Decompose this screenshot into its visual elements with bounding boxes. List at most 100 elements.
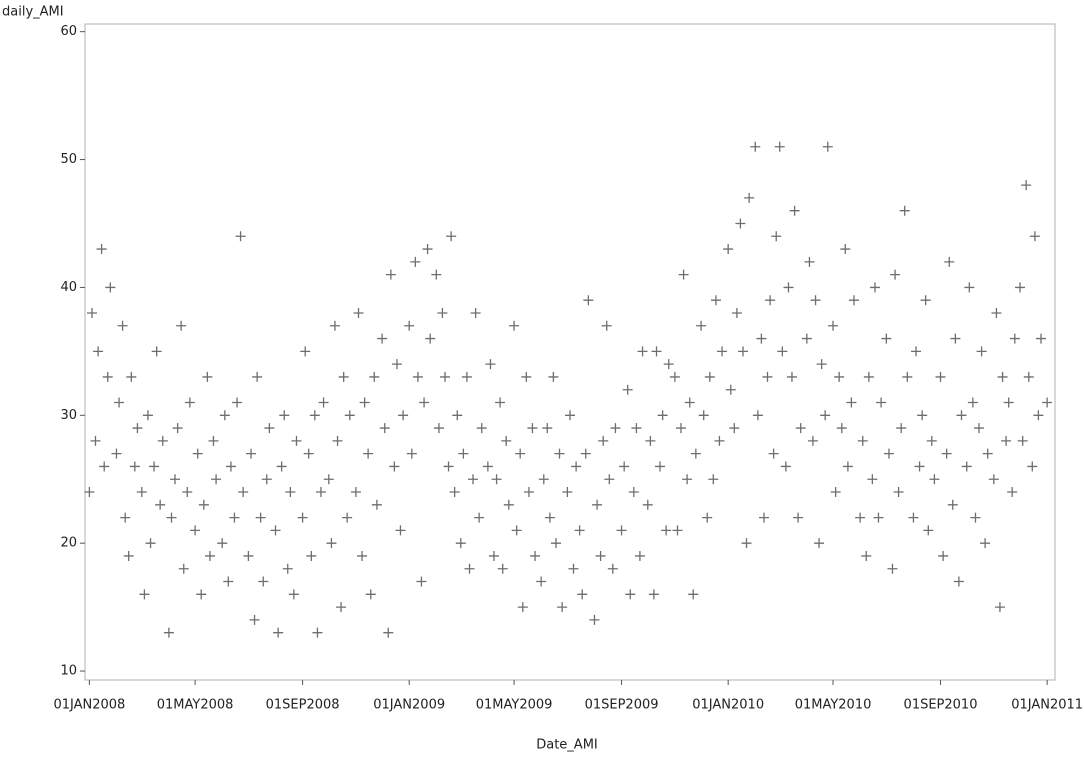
data-point	[123, 550, 134, 561]
data-point	[406, 448, 417, 459]
x-tick-label: 01SEP2008	[266, 698, 340, 713]
data-point	[190, 525, 201, 536]
data-point	[249, 614, 260, 625]
data-point	[669, 371, 680, 382]
data-point	[857, 435, 868, 446]
data-point	[953, 576, 964, 587]
x-tick-label: 01JAN2008	[53, 698, 125, 713]
data-point	[495, 397, 506, 408]
data-point	[379, 423, 390, 434]
data-point	[170, 474, 181, 485]
data-point	[1033, 410, 1044, 421]
data-point	[698, 410, 709, 421]
data-point	[523, 487, 534, 498]
x-tick-label: 01JAN2011	[1011, 698, 1083, 713]
data-point	[657, 410, 668, 421]
data-point	[449, 487, 460, 498]
data-point	[1001, 435, 1012, 446]
data-point	[661, 525, 672, 536]
data-point	[814, 538, 825, 549]
data-point	[419, 397, 430, 408]
data-point	[288, 589, 299, 600]
data-point	[756, 333, 767, 344]
data-point	[229, 512, 240, 523]
data-point	[920, 295, 931, 306]
data-point	[437, 307, 448, 318]
data-point	[774, 141, 785, 152]
data-point	[789, 205, 800, 216]
x-axis-label: Date_AMI	[536, 738, 598, 753]
data-point	[395, 525, 406, 536]
data-point	[511, 525, 522, 536]
data-point	[956, 410, 967, 421]
data-point	[828, 320, 839, 331]
data-point	[93, 346, 104, 357]
data-point	[182, 487, 193, 498]
data-point	[672, 525, 683, 536]
data-point	[592, 499, 603, 510]
data-point	[431, 269, 442, 280]
data-point	[149, 461, 160, 472]
data-point	[501, 435, 512, 446]
data-point	[464, 563, 475, 574]
data-point	[208, 435, 219, 446]
data-point	[136, 487, 147, 498]
data-point	[861, 550, 872, 561]
data-point	[246, 448, 257, 459]
data-point	[99, 461, 110, 472]
data-point	[300, 346, 311, 357]
data-point	[634, 550, 645, 561]
data-point	[807, 435, 818, 446]
data-point	[793, 512, 804, 523]
data-point	[282, 563, 293, 574]
data-point	[166, 512, 177, 523]
data-point	[291, 435, 302, 446]
data-point	[425, 333, 436, 344]
data-point	[391, 359, 402, 370]
data-point	[795, 423, 806, 434]
data-point	[383, 627, 394, 638]
data-point	[318, 397, 329, 408]
data-point	[571, 461, 582, 472]
data-point	[887, 563, 898, 574]
data-point	[801, 333, 812, 344]
data-point	[675, 423, 686, 434]
data-point	[455, 538, 466, 549]
data-point	[562, 487, 573, 498]
x-tick-label: 01JAN2010	[692, 698, 764, 713]
data-point	[717, 346, 728, 357]
data-point	[90, 435, 101, 446]
data-point	[944, 256, 955, 267]
data-point	[359, 397, 370, 408]
data-point	[601, 320, 612, 331]
x-tick-label: 01SEP2010	[904, 698, 978, 713]
data-point	[377, 333, 388, 344]
data-point	[842, 461, 853, 472]
data-point	[120, 512, 131, 523]
data-point	[270, 525, 281, 536]
data-point	[530, 550, 541, 561]
x-tick-label: 01JAN2009	[373, 698, 445, 713]
data-point	[398, 410, 409, 421]
data-point	[243, 550, 254, 561]
data-point	[198, 499, 209, 510]
data-point	[204, 550, 215, 561]
data-point	[648, 589, 659, 600]
data-point	[834, 371, 845, 382]
x-tick-label: 01SEP2009	[585, 698, 659, 713]
data-point	[574, 525, 585, 536]
data-point	[741, 538, 752, 549]
data-point	[684, 397, 695, 408]
data-point	[117, 320, 128, 331]
data-point	[893, 487, 904, 498]
data-point	[568, 563, 579, 574]
data-point	[744, 192, 755, 203]
data-point	[840, 244, 851, 255]
data-point	[389, 461, 400, 472]
data-point	[303, 448, 314, 459]
data-point	[332, 435, 343, 446]
data-point	[967, 397, 978, 408]
data-point	[1029, 231, 1040, 242]
data-point	[126, 371, 137, 382]
